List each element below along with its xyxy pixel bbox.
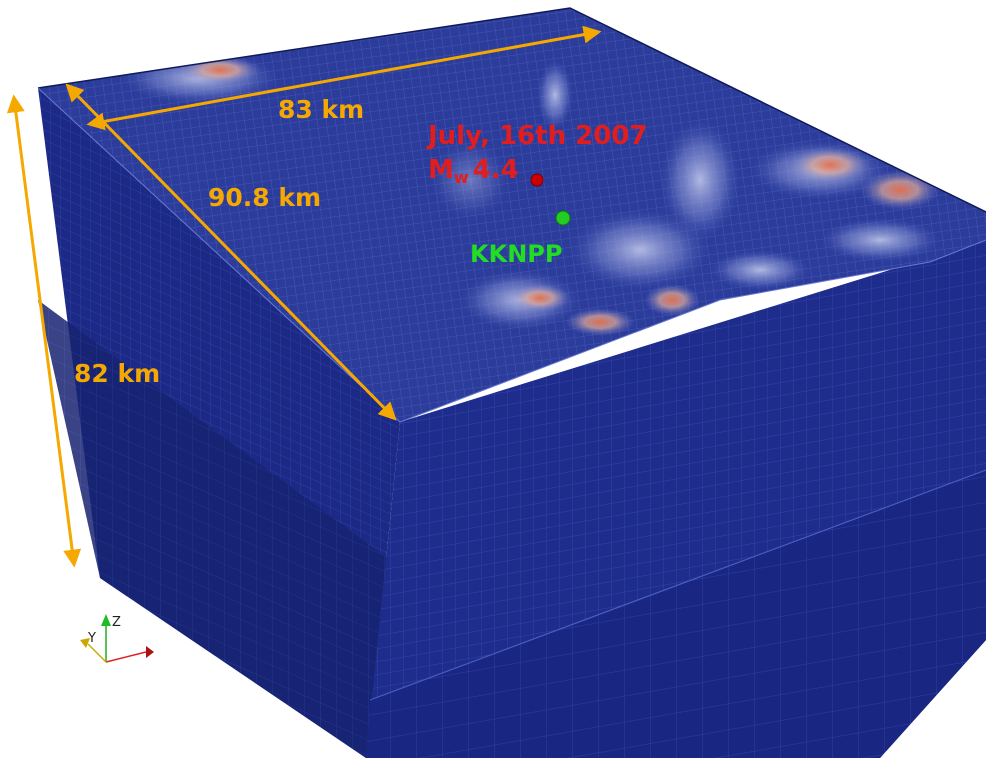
triad-z-arrowhead xyxy=(101,614,111,626)
label-depth-z: 82 km xyxy=(74,359,160,388)
event-magnitude-label: Mw 4.4 xyxy=(428,155,519,187)
axes-triad: Z Y xyxy=(80,614,154,663)
triad-z-label: Z xyxy=(112,615,121,630)
label-length-x: 83 km xyxy=(278,95,364,124)
arrow-length-y xyxy=(65,83,397,421)
mesh-right-face xyxy=(366,240,986,758)
event-date-label: July, 16th 2007 xyxy=(426,121,648,151)
site-label: KKNPP xyxy=(470,240,562,268)
site-marker xyxy=(555,210,571,226)
magnitude-subscript: w xyxy=(454,168,469,187)
magnitude-symbol: M xyxy=(428,155,454,185)
arrow-depth-z xyxy=(6,94,82,568)
triad-x-axis xyxy=(105,651,147,663)
triad-x-arrowhead xyxy=(146,646,154,658)
epicenter-marker xyxy=(530,173,544,187)
magnitude-value: 4.4 xyxy=(473,155,519,185)
label-length-y: 90.8 km xyxy=(208,183,321,212)
triad-y-axis xyxy=(87,643,107,663)
dimension-arrows xyxy=(6,25,602,568)
triad-y-label: Y xyxy=(87,631,96,646)
triad-y-arrowhead xyxy=(80,638,90,648)
